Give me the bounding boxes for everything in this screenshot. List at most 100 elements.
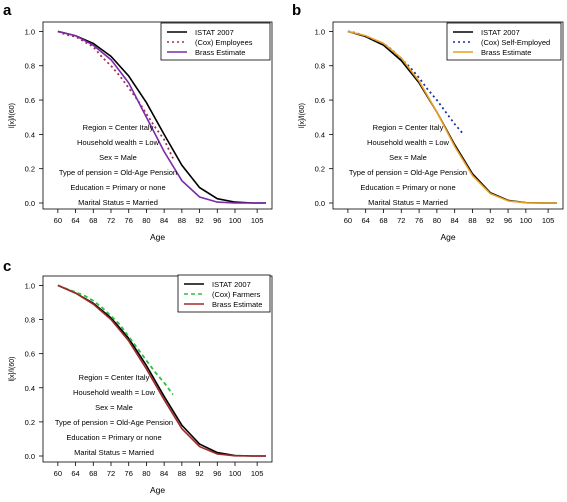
x-tick-label: 96 [213,469,221,478]
y-tick-label: 0.8 [315,62,325,71]
annotation-text: Sex = Male [95,403,133,412]
x-tick-label: 68 [89,216,97,225]
x-tick-label: 100 [229,469,242,478]
y-axis-label: l[x]/l(60) [299,103,306,128]
legend-label: Brass Estimate [481,48,531,57]
y-axis-label: l[x]/l(60) [9,103,16,128]
x-tick-label: 80 [142,469,150,478]
y-tick-label: 0.0 [25,199,35,208]
y-axis-label: l[x]/l(60) [9,357,16,382]
annotation-text: Sex = Male [389,153,427,162]
annotation-text: Marital Status = Married [78,198,158,207]
x-tick-label: 60 [344,216,352,225]
x-tick-label: 84 [451,216,459,225]
x-tick-label: 60 [54,469,62,478]
x-tick-label: 96 [213,216,221,225]
x-tick-label: 76 [415,216,423,225]
annotation-text: Household wealth = Low [367,138,450,147]
plot-frame [332,21,564,210]
panel-label: a [3,2,12,19]
panel-label: b [292,2,301,19]
series-line [57,30,266,204]
plot-frame [42,275,273,463]
annotation-text: Education = Primary or none [70,183,165,192]
x-tick-label: 100 [520,216,533,225]
x-tick-label: 64 [71,469,79,478]
annotation-text: Region = Center Italy [83,123,154,132]
legend-label: ISTAT 2007 [481,28,520,37]
x-tick-label: 68 [89,469,97,478]
annotation-text: Marital Status = Married [74,448,154,457]
x-axis-label: Age [150,485,165,495]
legend-label: (Cox) Self-Employed [481,38,550,47]
annotation-text: Household wealth = Low [73,388,156,397]
panel-a: a 0.0 0.2 0.4 0.6 0.8 1.0 60 64 68 72 76 80 84 88 92 96 1… [3,2,273,242]
x-tick-label: 88 [178,216,186,225]
series-line [347,30,465,135]
x-tick-label: 60 [54,216,62,225]
y-tick-label: 1.0 [315,27,325,36]
y-tick-label: 0.6 [315,96,325,105]
x-tick-label: 92 [195,469,203,478]
panel-label: c [3,258,11,275]
series-line [57,30,174,159]
x-tick-label: 80 [142,216,150,225]
legend-box [160,22,271,61]
x-tick-label: 64 [362,216,370,225]
y-tick-label: 1.0 [25,281,35,290]
x-tick-label: 80 [433,216,441,225]
x-tick-label: 72 [107,216,115,225]
x-tick-label: 76 [125,469,133,478]
x-tick-label: 100 [229,216,242,225]
x-tick-label: 84 [160,469,168,478]
series-line [347,30,557,204]
legend-label: (Cox) Farmers [212,290,261,299]
panel-c: c 0.0 0.2 0.4 0.6 0.8 1.0 60 64 68 72 76 80 84 88 92 96 1… [3,258,273,495]
annotation-text: Marital Status = Married [368,198,448,207]
y-tick-label: 0.4 [315,130,325,139]
y-tick-label: 0.4 [25,130,35,139]
y-tick-label: 0.0 [315,199,325,208]
x-tick-label: 72 [397,216,405,225]
annotation-text: Education = Primary or none [360,183,455,192]
legend-label: (Cox) Employees [195,38,253,47]
series-line [57,30,266,204]
x-tick-label: 84 [160,216,168,225]
annotation-text: Region = Center Italy [373,123,444,132]
x-tick-label: 96 [504,216,512,225]
annotation-text: Region = Center Italy [79,373,150,382]
x-tick-label: 88 [178,469,186,478]
annotation-text: Sex = Male [99,153,137,162]
y-tick-label: 0.2 [25,165,35,174]
y-tick-label: 0.6 [25,96,35,105]
annotation-text: Type of pension = Old-Age Pension [349,168,467,177]
y-tick-label: 0.6 [25,350,35,359]
x-tick-label: 105 [251,216,264,225]
x-tick-label: 105 [542,216,555,225]
legend-label: ISTAT 2007 [212,280,251,289]
x-tick-label: 68 [379,216,387,225]
legend-label: ISTAT 2007 [195,28,234,37]
x-axis-label: Age [440,232,455,242]
x-tick-label: 64 [71,216,79,225]
x-tick-label: 76 [125,216,133,225]
y-tick-label: 0.0 [25,452,35,461]
x-tick-label: 105 [251,469,264,478]
legend-label: Brass Estimate [212,300,262,309]
legend-box [446,22,562,61]
y-tick-label: 0.2 [25,418,35,427]
plot-frame [42,21,273,210]
annotation-text: Education = Primary or none [66,433,161,442]
x-tick-label: 92 [195,216,203,225]
annotation-text: Type of pension = Old-Age Pension [59,168,177,177]
y-tick-label: 0.2 [315,165,325,174]
y-tick-label: 0.4 [25,384,35,393]
y-tick-label: 1.0 [25,27,35,36]
annotation-text: Type of pension = Old-Age Pension [55,418,173,427]
x-tick-label: 72 [107,469,115,478]
y-tick-label: 0.8 [25,62,35,71]
